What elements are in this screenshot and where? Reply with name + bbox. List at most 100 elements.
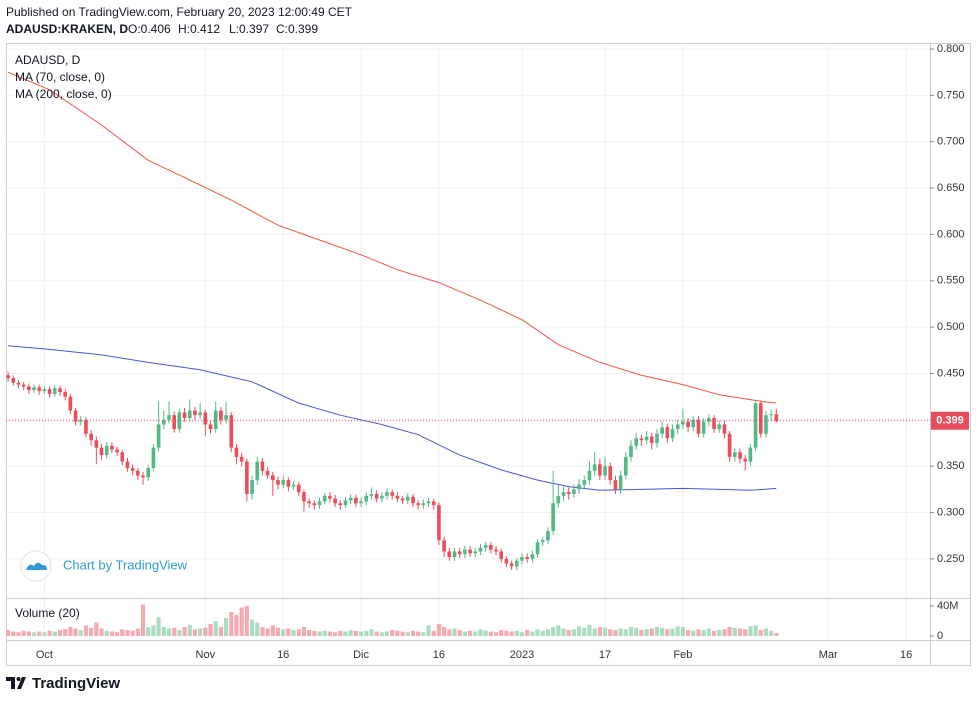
volume-bar	[421, 632, 426, 637]
candle-body	[146, 468, 151, 478]
volume-bar	[696, 629, 701, 637]
candle-body	[89, 433, 93, 441]
candle-body	[374, 493, 379, 499]
volume-legend: Volume (20)	[15, 606, 80, 620]
candle-body	[302, 492, 306, 502]
volume-bar	[198, 628, 203, 637]
candle-body	[125, 461, 130, 469]
candle-body	[333, 498, 337, 504]
volume-bar	[379, 632, 384, 637]
volume-bar	[99, 628, 104, 637]
volume-bar	[634, 627, 639, 637]
volume-bar	[483, 630, 488, 637]
volume-bar	[551, 627, 556, 637]
volume-bar	[125, 630, 130, 637]
candle-body	[78, 419, 83, 422]
volume-bar	[224, 618, 229, 637]
candle-body	[94, 440, 99, 448]
candle-body	[639, 438, 644, 441]
candle-body	[447, 551, 452, 558]
candle-body	[32, 387, 36, 391]
candle-body	[426, 501, 431, 504]
candle-body	[390, 492, 395, 496]
candle-body	[239, 456, 244, 462]
y-tick-label: 40M	[937, 600, 958, 612]
x-tick-label: Nov	[196, 649, 216, 661]
volume-bar	[327, 631, 332, 637]
frame	[6, 43, 971, 666]
candle-body	[660, 427, 664, 434]
moving-average-line	[7, 71, 777, 404]
volume-bar	[89, 627, 94, 637]
candle-body	[130, 468, 135, 471]
candle-body	[499, 551, 504, 559]
volume-bar	[514, 630, 519, 637]
candle-body	[483, 544, 488, 548]
candle-body	[561, 492, 566, 496]
candle-body	[535, 542, 540, 555]
y-tick-label: 0.300	[937, 506, 965, 518]
candle-body	[63, 392, 67, 397]
volume-bar	[530, 631, 535, 637]
volume-bar	[660, 627, 665, 637]
candle-body	[73, 410, 78, 422]
volume-bar	[436, 624, 442, 637]
volume-bar	[737, 628, 743, 637]
volume-bar	[260, 627, 265, 637]
candle-body	[58, 388, 62, 393]
candle-body	[644, 436, 649, 441]
volume-bar	[566, 630, 571, 637]
volume-bar	[602, 627, 608, 637]
y-tick-label: 0.250	[937, 553, 965, 565]
x-tick-label: Mar	[819, 649, 838, 661]
volume-bar	[57, 630, 63, 637]
volume-bar	[104, 630, 109, 637]
candle-body	[120, 452, 125, 462]
volume-bar	[83, 625, 89, 637]
y-tick-label: 0.350	[937, 460, 965, 472]
volume-bar	[338, 630, 343, 637]
candle-body	[245, 461, 249, 494]
candle-body	[421, 503, 426, 506]
volume-bar	[192, 629, 198, 637]
moving-average-line	[8, 345, 777, 491]
volume-bar	[156, 617, 161, 637]
volume-bar	[21, 630, 26, 637]
volume-bar	[353, 630, 358, 637]
volume-bar	[519, 632, 525, 637]
candle-body	[437, 505, 441, 541]
volume-bar	[670, 628, 675, 637]
volume-bar	[447, 629, 452, 637]
candle-body	[255, 461, 260, 481]
volume-bar	[405, 632, 410, 637]
volume-bar	[312, 630, 317, 637]
y-tick-label: 0.550	[937, 275, 965, 287]
volume-bar	[748, 626, 753, 637]
candle-body	[219, 410, 223, 420]
volume-bar	[348, 630, 353, 637]
volume-bar	[452, 628, 457, 637]
candle-body	[748, 447, 753, 462]
volume-bar	[374, 631, 379, 637]
candle-body	[566, 492, 571, 494]
candle-body	[520, 557, 524, 561]
volume-bar	[270, 625, 275, 637]
volume-bar	[369, 629, 374, 637]
candle-body	[457, 551, 462, 555]
candle-body	[623, 456, 628, 476]
volume-bar	[649, 628, 654, 637]
candle-body	[42, 389, 47, 392]
volume-bar	[333, 632, 338, 637]
volume-bar	[63, 629, 68, 637]
volume-bar	[322, 630, 327, 637]
candle-body	[369, 493, 374, 496]
symbol-legend: ADAUSD, D	[15, 53, 81, 67]
candle-body	[733, 452, 737, 457]
volume-bar	[6, 630, 11, 637]
volume-bar	[249, 619, 255, 637]
volume-bar	[229, 612, 234, 637]
candle-body	[701, 421, 706, 434]
candle-body	[629, 445, 633, 457]
volume-bar	[722, 629, 727, 637]
